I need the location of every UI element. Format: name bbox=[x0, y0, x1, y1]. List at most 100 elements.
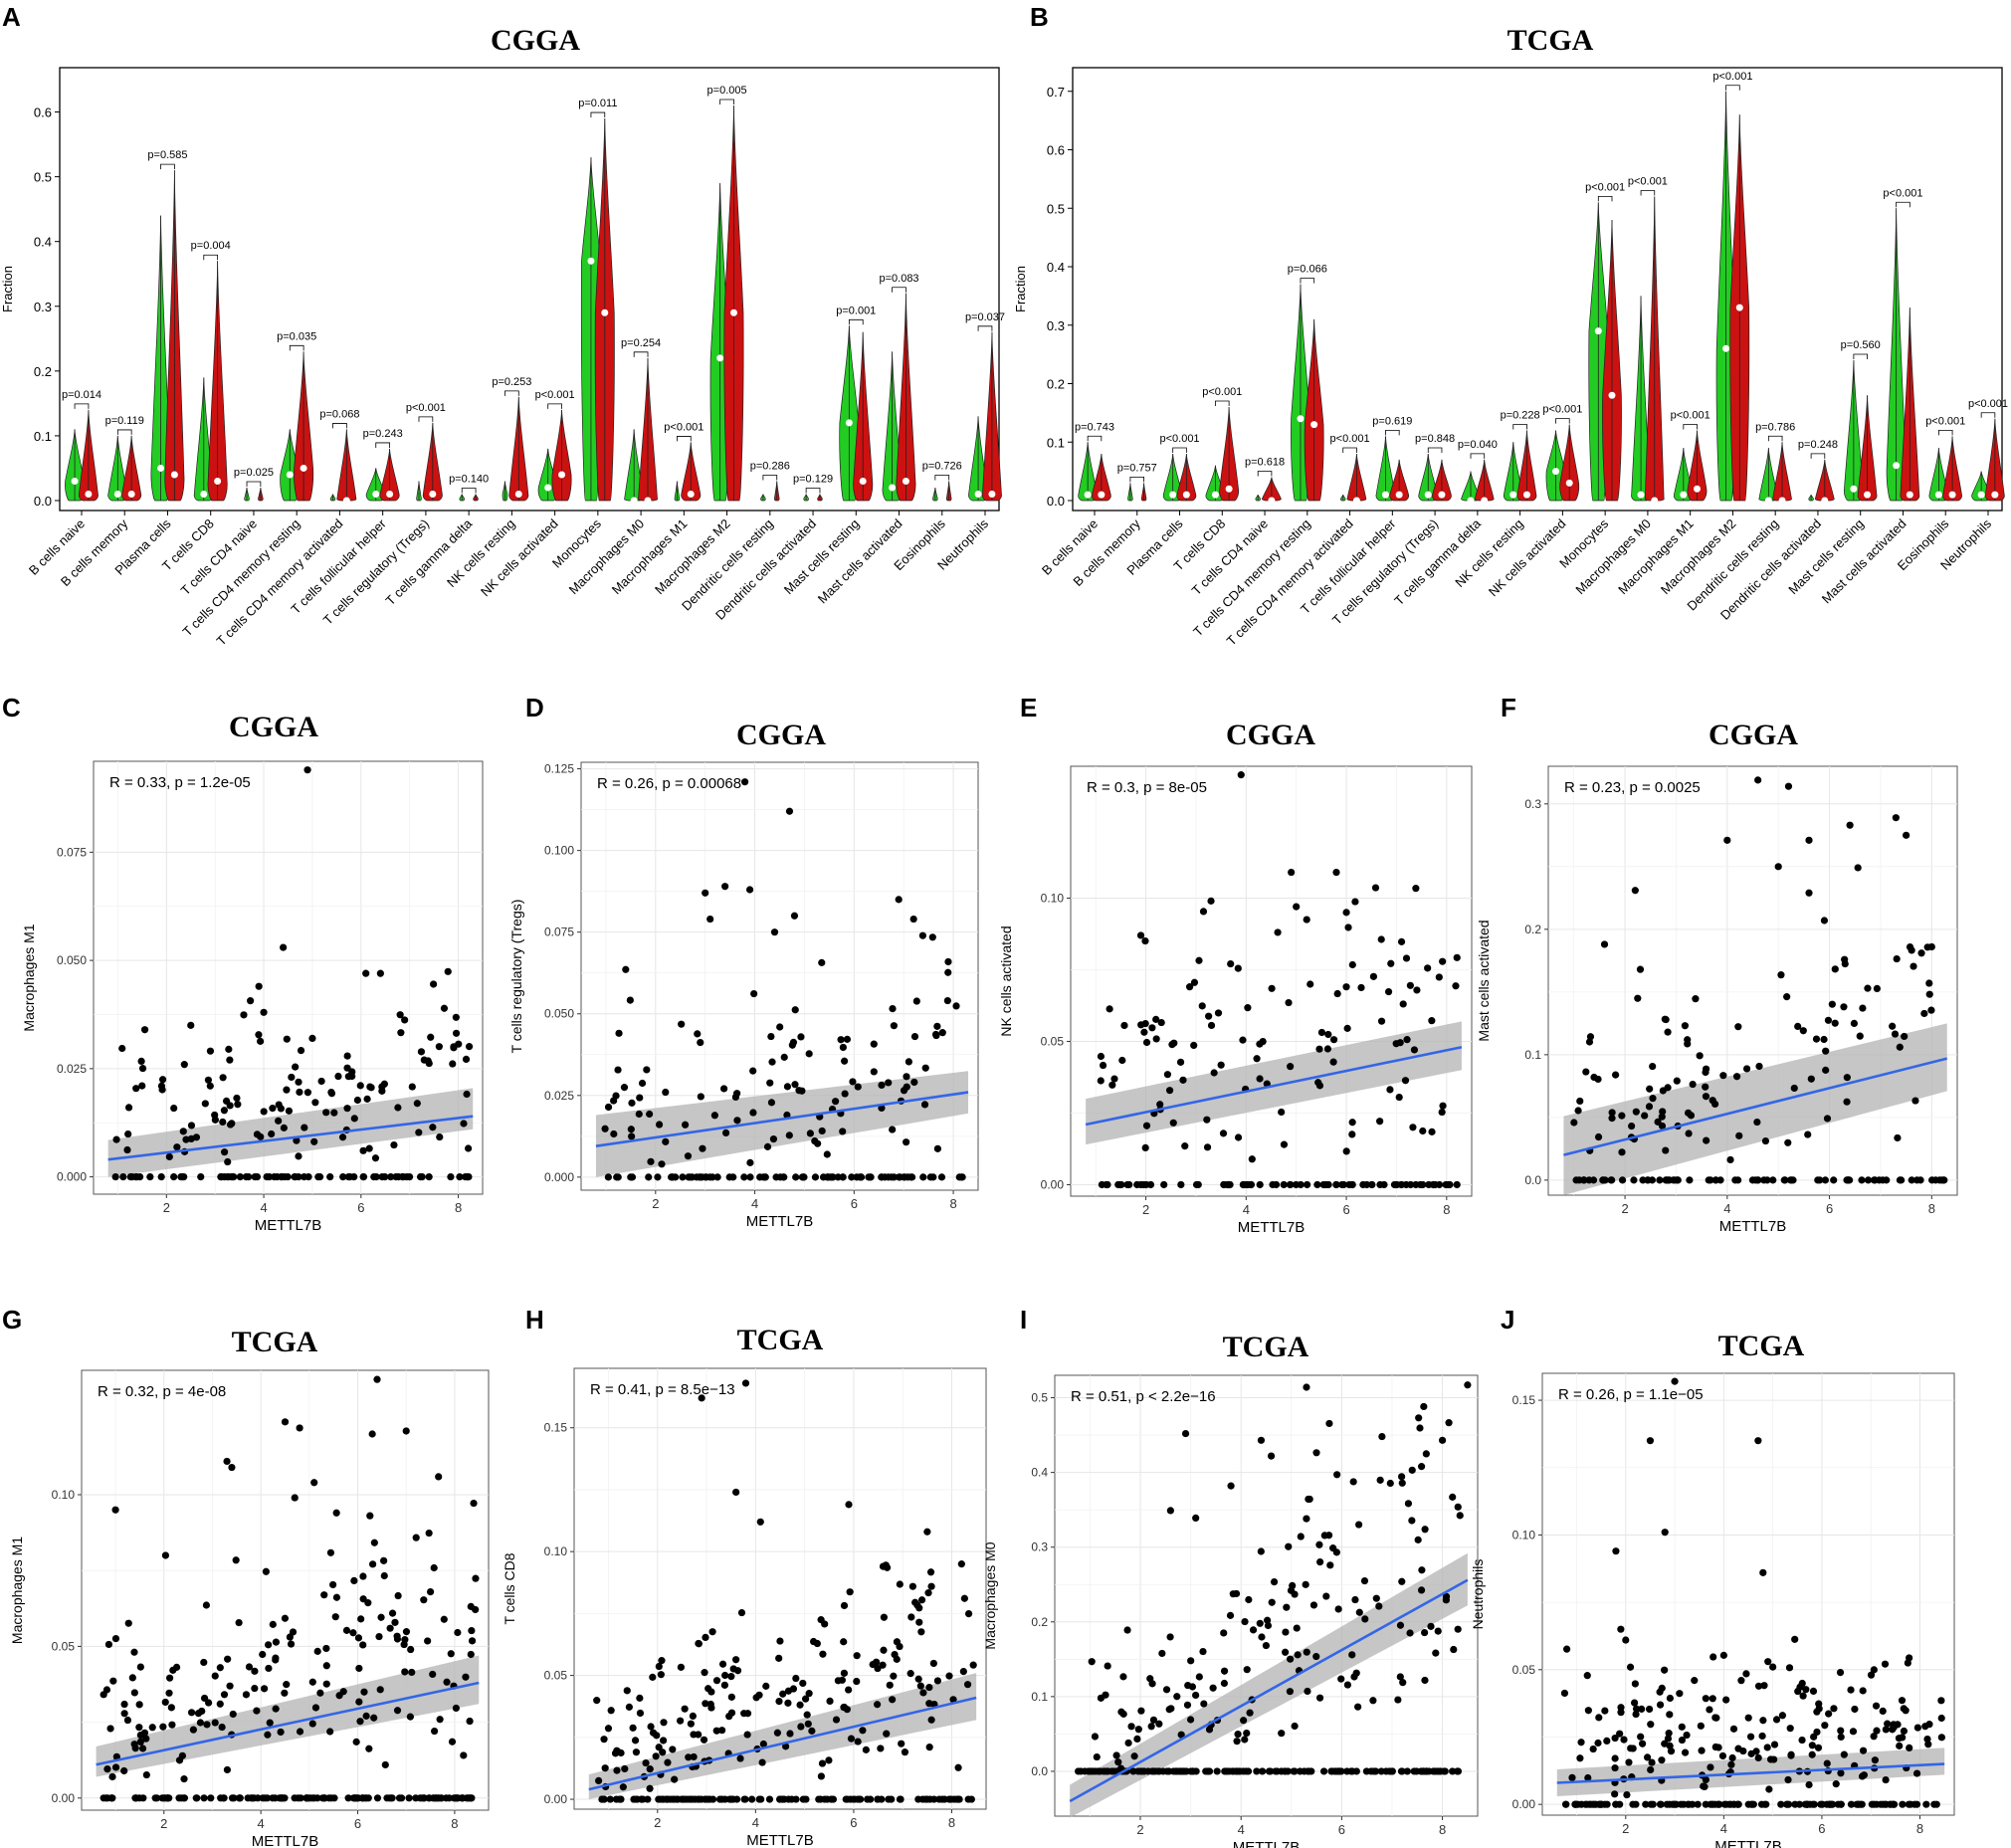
median-dot bbox=[200, 490, 208, 498]
scatter-point bbox=[1666, 1742, 1674, 1749]
scatter-point bbox=[1294, 1651, 1302, 1659]
scatter-point bbox=[832, 1716, 841, 1724]
scatter-point bbox=[1628, 1122, 1636, 1130]
scatter-point bbox=[316, 1689, 324, 1697]
x-tick-label: 4 bbox=[258, 1816, 265, 1831]
scatter-point bbox=[1700, 1782, 1708, 1790]
scatter-point bbox=[1899, 1800, 1907, 1808]
scatter-point bbox=[1157, 1018, 1165, 1027]
scatter-point bbox=[430, 1563, 438, 1572]
scatter-point bbox=[740, 1795, 748, 1803]
scatter-point bbox=[1608, 1109, 1616, 1117]
scatter-point bbox=[1229, 1590, 1237, 1598]
scatter-point bbox=[799, 1795, 807, 1803]
scatter-point bbox=[911, 1598, 919, 1606]
scatter-point bbox=[1421, 1526, 1429, 1534]
scatter-point bbox=[375, 1632, 383, 1641]
median-dot bbox=[1268, 497, 1276, 505]
scatter-point bbox=[292, 1063, 300, 1071]
scatter-point bbox=[1241, 1617, 1249, 1626]
scatter-point bbox=[1576, 1097, 1584, 1106]
scatter-point bbox=[1753, 1176, 1762, 1184]
scatter-point bbox=[905, 1058, 912, 1066]
scatter-point bbox=[1669, 1800, 1677, 1808]
median-dot bbox=[286, 471, 294, 479]
scatter-point bbox=[236, 1173, 244, 1181]
pvalue-bracket bbox=[1300, 278, 1315, 284]
scatter-point bbox=[646, 1110, 654, 1119]
pvalue-bracket bbox=[1512, 424, 1527, 430]
scatter-point bbox=[1262, 1641, 1271, 1650]
scatter-point bbox=[1399, 1679, 1407, 1687]
scatter-point bbox=[1422, 1450, 1430, 1458]
scatter-point bbox=[1440, 1767, 1448, 1775]
scatter-point bbox=[187, 1122, 196, 1129]
scatter-point bbox=[667, 1795, 675, 1803]
scatter-point bbox=[1195, 956, 1203, 964]
scatter-point bbox=[926, 1795, 934, 1803]
scatter-point bbox=[594, 1776, 603, 1785]
scatter-point bbox=[161, 1551, 170, 1559]
scatter-point bbox=[750, 989, 758, 998]
scatter-point bbox=[658, 1160, 666, 1168]
scatter-point bbox=[912, 997, 920, 1005]
x-tick-label: 4 bbox=[1238, 1822, 1245, 1837]
scatter-point bbox=[1898, 1176, 1906, 1184]
scatter-point bbox=[296, 1424, 303, 1432]
scatter-point bbox=[350, 1576, 358, 1585]
scatter-point bbox=[944, 957, 952, 966]
scatter-point bbox=[1611, 1071, 1620, 1079]
y-tick-label: 0.00 bbox=[52, 1791, 76, 1805]
scatter-point bbox=[1282, 1648, 1290, 1656]
scatter-point bbox=[322, 1644, 330, 1653]
scatter-point bbox=[1634, 994, 1642, 1002]
scatter-point bbox=[1183, 1701, 1192, 1709]
scatter-point bbox=[1760, 1682, 1768, 1690]
scatter-point bbox=[232, 1556, 240, 1564]
scatter-point bbox=[359, 1572, 367, 1580]
scatter-point bbox=[327, 1090, 336, 1098]
scatter-point bbox=[452, 1013, 460, 1021]
scatter-point bbox=[655, 1662, 663, 1671]
scatter-point bbox=[607, 1707, 615, 1715]
scatter-point bbox=[797, 1723, 805, 1731]
scatter-point bbox=[461, 1173, 470, 1181]
scatter-point bbox=[1823, 1759, 1831, 1767]
scatter-point bbox=[1742, 1065, 1751, 1073]
median-dot bbox=[1169, 491, 1177, 499]
scatter-point bbox=[655, 1121, 664, 1129]
scatter-point bbox=[157, 1173, 165, 1181]
scatter-point bbox=[636, 1709, 645, 1718]
scatter-point bbox=[783, 1083, 792, 1091]
scatter-point bbox=[1820, 1035, 1828, 1044]
scatter-point bbox=[604, 1103, 613, 1112]
scatter-point bbox=[792, 1173, 800, 1181]
scatter-point bbox=[821, 1620, 829, 1628]
scatter-point bbox=[1611, 1734, 1619, 1743]
scatter-point bbox=[1681, 1748, 1690, 1756]
scatter-point bbox=[401, 1636, 409, 1644]
scatter-point bbox=[1409, 1124, 1417, 1131]
scatter-point bbox=[1376, 1118, 1384, 1126]
scatter-point bbox=[791, 1006, 799, 1014]
scatter-point bbox=[1805, 1780, 1813, 1789]
scatter-point bbox=[1642, 1800, 1650, 1808]
scatter-point bbox=[1213, 1767, 1221, 1775]
scatter-point bbox=[106, 1725, 114, 1733]
scatter-point bbox=[1399, 1000, 1407, 1008]
scatter-point bbox=[339, 1173, 347, 1181]
scatter-point bbox=[840, 1669, 849, 1677]
scatter-point bbox=[230, 1794, 238, 1802]
scatter-point bbox=[1088, 1767, 1096, 1775]
scatter-point bbox=[1925, 979, 1933, 987]
scatter-point bbox=[263, 1173, 271, 1181]
scatter-point bbox=[220, 1107, 228, 1115]
scatter-point bbox=[1205, 1012, 1213, 1020]
scatter-point bbox=[1708, 1800, 1716, 1808]
scatter-point bbox=[1202, 1767, 1210, 1775]
scatter-point bbox=[1152, 1015, 1160, 1023]
scatter-point bbox=[1326, 1561, 1334, 1569]
scatter-point bbox=[1883, 1176, 1891, 1184]
scatter-point bbox=[776, 1637, 784, 1645]
scatter-point bbox=[1093, 1752, 1101, 1761]
